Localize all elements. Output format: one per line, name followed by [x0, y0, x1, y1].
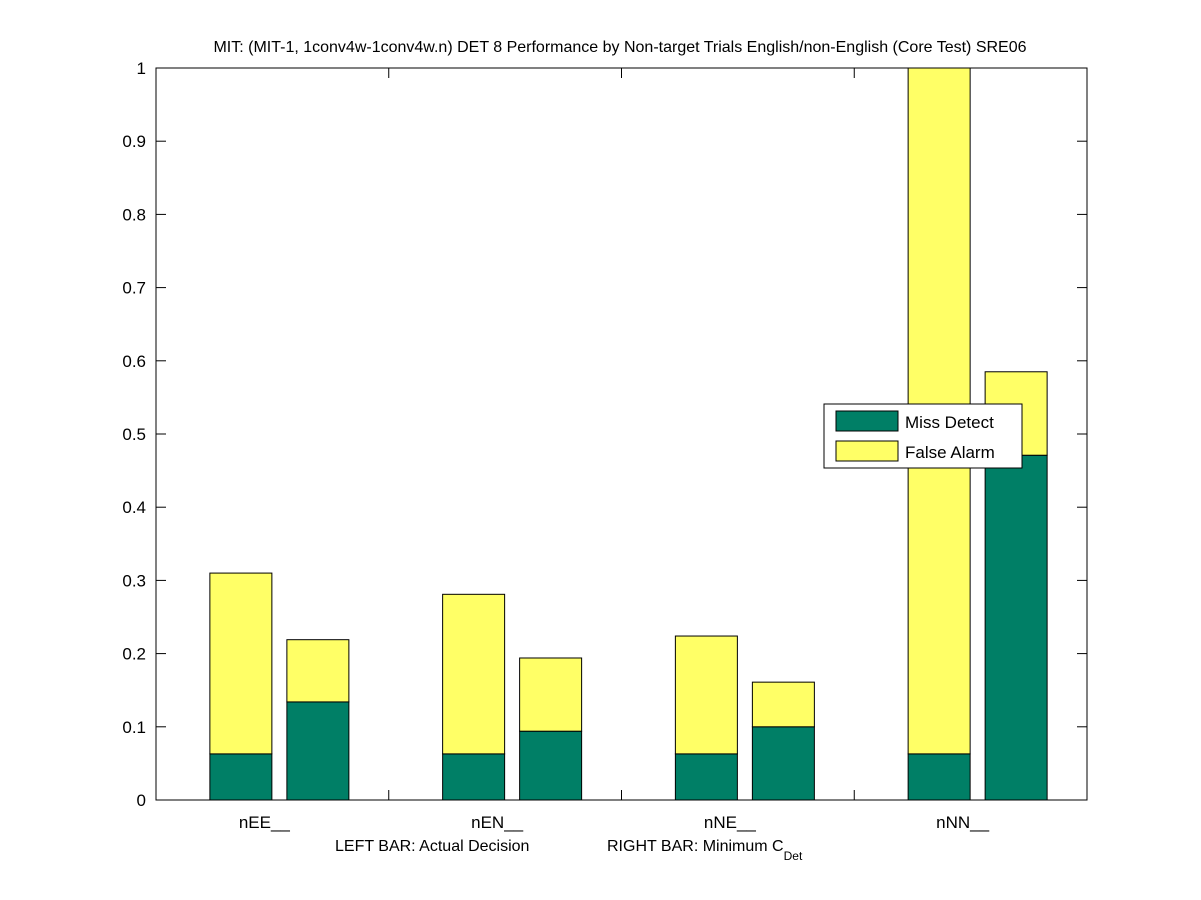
y-ticks-group: 0 0.1 0.2 0.3 0.4 0.5 0.6 0.7 0.8 0.9 1 — [122, 59, 1087, 810]
bar-minimum-false-alarm-nee — [286, 639, 350, 703]
legend: Miss Detect False Alarm — [823, 403, 1023, 469]
x-category-label: nEN__ — [471, 813, 524, 832]
x-axis-label-left-bar: LEFT BAR: Actual Decision — [335, 838, 529, 855]
y-tick-label: 0.4 — [122, 498, 146, 517]
bar-minimum-miss-detect-nee — [286, 701, 350, 801]
y-tick-label: 0.2 — [122, 645, 146, 664]
x-ticks-group: nEE__ nEN__ nNE__ nNN__ — [239, 68, 990, 832]
x-category-label: nNE__ — [704, 813, 757, 832]
y-tick-label: 0.7 — [122, 279, 146, 298]
bar-minimum-miss-detect-nen — [519, 730, 583, 801]
bar-actual-false-alarm-nne — [674, 635, 738, 755]
bar-actual-miss-detect-nnn — [907, 753, 971, 801]
legend-swatch-false-alarm — [835, 440, 899, 462]
y-tick-label: 0.6 — [122, 352, 146, 371]
bar-minimum-false-alarm-nne — [751, 681, 815, 728]
x-axis-label-right-main: RIGHT BAR: Minimum C — [607, 838, 784, 855]
chart-title: MIT: (MIT-1, 1conv4w-1conv4w.n) DET 8 Pe… — [213, 39, 1026, 56]
bar-actual-miss-detect-nne — [674, 753, 738, 801]
legend-label-miss-detect: Miss Detect — [905, 413, 994, 432]
bar-minimum-false-alarm-nen — [519, 657, 583, 732]
x-axis-label-right-subscript: Det — [784, 849, 803, 863]
x-category-label: nNN__ — [936, 813, 989, 832]
bar-minimum-miss-detect-nne — [751, 726, 815, 801]
legend-swatch-miss-detect — [835, 410, 899, 432]
bar-actual-miss-detect-nee — [209, 753, 273, 801]
y-tick-label: 1 — [137, 59, 146, 78]
y-tick-label: 0.5 — [122, 425, 146, 444]
x-axis-label-right-bar: RIGHT BAR: Minimum CDet — [607, 838, 803, 863]
bar-actual-false-alarm-nee — [209, 572, 273, 755]
y-tick-label: 0.9 — [122, 132, 146, 151]
y-tick-label: 0.1 — [122, 718, 146, 737]
bar-minimum-miss-detect-nnn — [984, 454, 1048, 801]
x-category-label: nEE__ — [239, 813, 291, 832]
y-tick-label: 0.8 — [122, 205, 146, 224]
legend-label-false-alarm: False Alarm — [905, 443, 995, 462]
bar-actual-miss-detect-nen — [442, 753, 506, 801]
bar-actual-false-alarm-nen — [442, 593, 506, 755]
bars-group — [209, 67, 1048, 801]
y-tick-label: 0 — [137, 791, 146, 810]
y-tick-label: 0.3 — [122, 571, 146, 590]
